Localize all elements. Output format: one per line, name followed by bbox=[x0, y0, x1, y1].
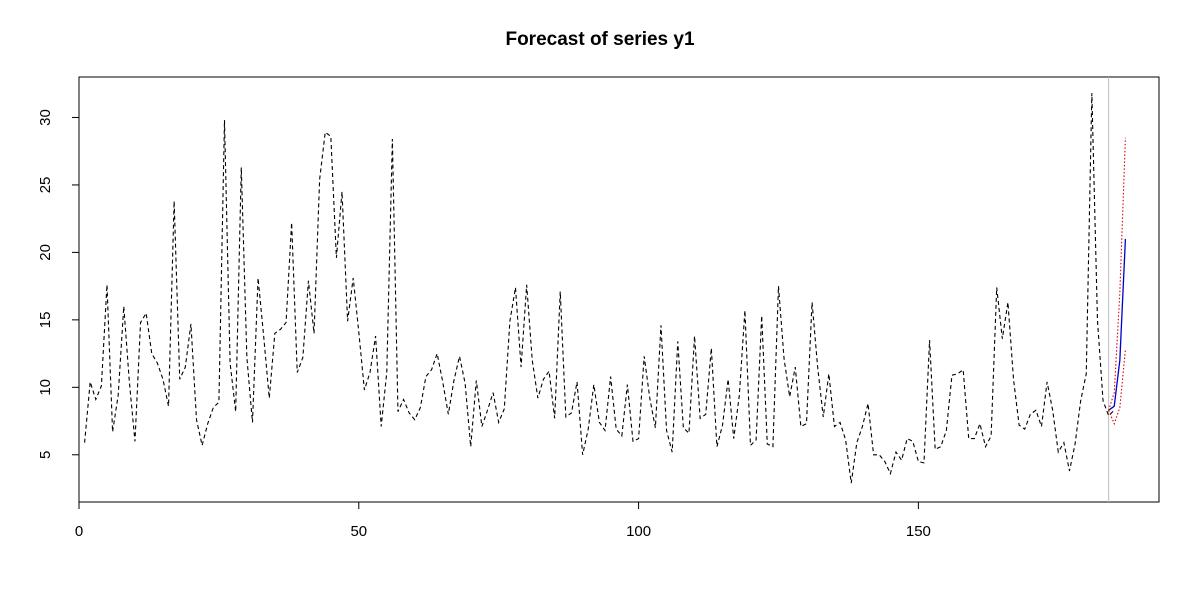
series-layer bbox=[84, 93, 1127, 484]
interval-series-line bbox=[1108, 349, 1126, 426]
y-tick-label: 5 bbox=[37, 451, 54, 459]
forecast-series-line bbox=[1108, 238, 1127, 411]
y-tick-label: 30 bbox=[37, 109, 54, 126]
chart-title: Forecast of series y1 bbox=[505, 29, 695, 50]
y-tick-label: 20 bbox=[37, 244, 54, 261]
x-tick-label: 50 bbox=[350, 523, 367, 540]
observed-series-line bbox=[84, 93, 1115, 484]
x-tick-label: 0 bbox=[75, 523, 83, 540]
y-axis: 5 10 15 20 25 30 bbox=[37, 109, 80, 459]
x-tick-label: 150 bbox=[906, 523, 931, 540]
interval-series-line bbox=[1108, 137, 1126, 411]
y-tick-label: 25 bbox=[37, 177, 54, 194]
y-tick-label: 15 bbox=[37, 312, 54, 329]
y-tick-label: 10 bbox=[37, 379, 54, 396]
x-tick-label: 100 bbox=[626, 523, 651, 540]
x-axis: 0 50 100 150 bbox=[75, 501, 931, 540]
